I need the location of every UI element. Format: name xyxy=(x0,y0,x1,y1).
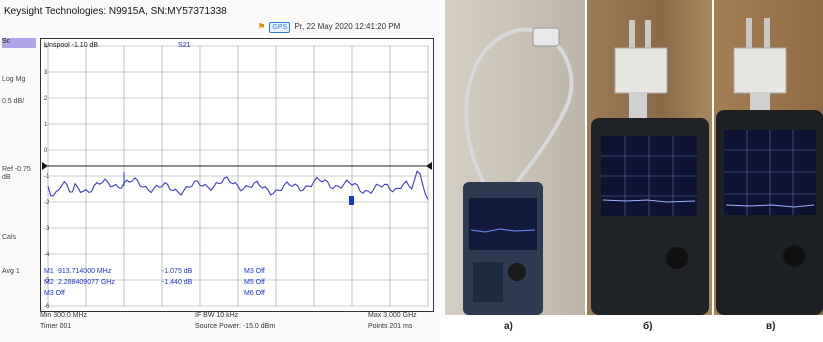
marker-id: M2 xyxy=(44,279,54,286)
caption-a: a) xyxy=(504,321,513,332)
status-time: Pr, 22 May 2020 12:41:20 PM xyxy=(294,22,401,31)
side-button-avg[interactable]: Avg 1 xyxy=(2,268,20,275)
marker-off: M5 Off xyxy=(244,279,265,286)
marker-2-box xyxy=(349,196,354,205)
plot-canvas: 4 3 2 1 0 -1 -2 -3 -4 -5 -6 xyxy=(42,44,432,310)
trace-header: Unspool -1.10 dB S21 xyxy=(44,42,344,52)
marker-table: M1 913.714000 MHz -1.075 dB M3 Off M2 2.… xyxy=(44,268,344,304)
photo-c-analyzer-with-splitter xyxy=(714,0,823,315)
y-tick-label: -6 xyxy=(44,304,50,310)
photo-b-analyzer-with-splitter xyxy=(587,0,712,315)
measurement-name: S21 xyxy=(178,42,191,49)
y-tick-label: 2 xyxy=(44,96,48,102)
y-tick-labels: 4 3 2 1 0 -1 -2 -3 -4 -5 -6 xyxy=(44,44,50,310)
marker-value: -1.440 dB xyxy=(162,279,193,286)
side-button-sc[interactable]: Sc xyxy=(2,38,36,48)
side-button-ref[interactable]: Ref -0.75 dB xyxy=(2,166,31,181)
side-button-scale[interactable]: 0.5 dB/ xyxy=(2,98,25,105)
left-softkey-panel: Sc Log Mg 0.5 dB/ Ref -0.75 dB Cals Avg … xyxy=(0,38,38,308)
marker-off: M3 Off xyxy=(244,268,265,275)
sweep-timer: Timer 001 xyxy=(40,323,72,330)
marker-frequency: 913.714000 MHz xyxy=(58,268,112,275)
trace-label: Unspool -1.10 dB xyxy=(44,42,99,49)
stop-frequency: Max 3.000 GHz xyxy=(368,312,417,319)
y-tick-label: -2 xyxy=(44,200,50,206)
caption-b: б) xyxy=(643,321,653,332)
plot-grid xyxy=(47,45,429,307)
y-tick-label: 0 xyxy=(44,148,48,154)
y-tick-label: 1 xyxy=(44,122,48,128)
photo-c-illustration xyxy=(716,18,823,315)
photo-a-analyzer-with-cable xyxy=(445,0,585,315)
photo-a-illustration xyxy=(463,27,574,315)
status-footer: Min 300.0 MHz Timer 001 IF BW 10 kHz Sou… xyxy=(40,312,440,340)
marker-value: -1.075 dB xyxy=(162,268,193,275)
marker-id: M1 xyxy=(44,268,54,275)
warning-icon: ⚑ xyxy=(258,22,266,31)
gps-badge: GPS xyxy=(269,22,291,33)
y-tick-label: 3 xyxy=(44,70,48,76)
reference-marker-left xyxy=(42,162,48,170)
points: Points 201 ms xyxy=(368,323,413,330)
measurement-plot[interactable] xyxy=(40,38,434,312)
side-button-cal[interactable]: Cals xyxy=(2,234,17,241)
photo-b-illustration xyxy=(591,20,709,315)
marker-id: M3 Off xyxy=(44,290,65,297)
marker-off: M6 Off xyxy=(244,290,265,297)
reference-marker-right xyxy=(426,162,432,170)
marker-frequency: 2.288409077 GHz xyxy=(58,279,115,286)
marker-row[interactable]: M1 913.714000 MHz -1.075 dB M3 Off xyxy=(44,268,344,277)
marker-row[interactable]: M3 Off M6 Off xyxy=(44,290,344,299)
trace-s21 xyxy=(47,170,429,200)
start-frequency: Min 300.0 MHz xyxy=(40,312,88,319)
status-area: ⚑ GPS Pr, 22 May 2020 12:41:20 PM xyxy=(258,22,440,34)
caption-c: в) xyxy=(766,321,776,332)
side-button-format[interactable]: Log Mg xyxy=(2,76,26,83)
if-bandwidth: IF BW 10 kHz xyxy=(195,312,239,319)
y-tick-label: -4 xyxy=(44,252,50,258)
window-title: Keysight Technologies: N9915A, SN:MY5737… xyxy=(4,6,227,17)
analyzer-screenshot: Keysight Technologies: N9915A, SN:MY5737… xyxy=(0,6,440,340)
y-tick-label: -3 xyxy=(44,226,50,232)
marker-row[interactable]: M2 2.288409077 GHz -1.440 dB M5 Off xyxy=(44,279,344,288)
source-power: Source Power: -15.0 dBm xyxy=(195,323,276,330)
y-tick-label: 4 xyxy=(44,44,48,50)
y-tick-label: -5 xyxy=(44,278,50,284)
y-tick-label: -1 xyxy=(44,174,50,180)
